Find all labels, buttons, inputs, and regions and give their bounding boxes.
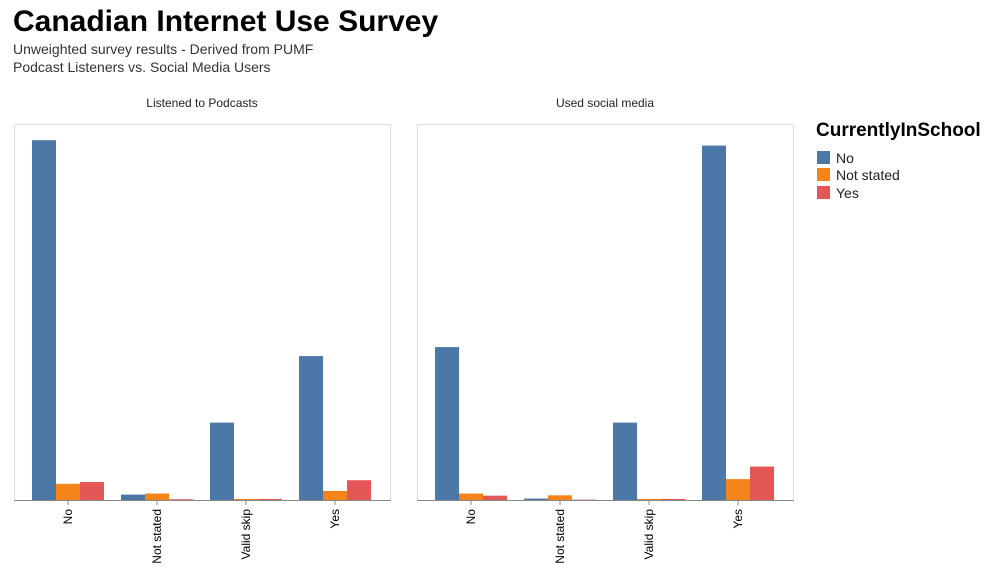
x-tick-label-0-1: Not stated — [150, 509, 164, 564]
chart-subtitle-line1: Unweighted survey results - Derived from… — [13, 41, 314, 57]
bar-0-2-1 — [234, 498, 258, 500]
bar-1-1-1 — [548, 495, 572, 500]
bar-0-3-0 — [299, 356, 323, 500]
x-tick-label-0-0: No — [61, 509, 75, 525]
bar-1-0-0 — [435, 347, 459, 500]
panel-frame-0 — [14, 124, 391, 501]
panel-title-podcasts: Listened to Podcasts — [146, 96, 258, 110]
legend-label-no: No — [836, 149, 854, 166]
x-tick-label-1-1: Not stated — [553, 509, 567, 564]
chart-title: Canadian Internet Use Survey — [13, 5, 439, 38]
legend-title: CurrentlyInSchool — [816, 120, 981, 141]
bar-1-3-0 — [702, 145, 726, 501]
legend-swatch-no — [817, 151, 830, 164]
bar-0-0-1 — [56, 483, 80, 500]
bar-0-1-2 — [169, 499, 193, 500]
chart-subtitle-line2: Podcast Listeners vs. Social Media Users — [13, 59, 271, 75]
bar-1-2-1 — [637, 498, 661, 500]
legend-label-not-stated: Not stated — [836, 166, 900, 183]
bar-0-2-2 — [258, 498, 282, 500]
bar-1-0-1 — [459, 493, 483, 500]
legend-label-yes: Yes — [836, 184, 859, 201]
bar-1-2-2 — [661, 498, 685, 500]
panel-title-social-media: Used social media — [555, 96, 655, 110]
x-tick-label-1-0: No — [464, 509, 478, 525]
bar-0-0-0 — [32, 140, 56, 500]
legend-item-not-stated[interactable]: Not stated — [817, 166, 900, 183]
x-tick-label-0-3: Yes — [328, 509, 342, 529]
legend-swatch-yes — [817, 186, 830, 199]
bar-0-1-1 — [145, 493, 169, 500]
x-tick-label-0-2: Valid skip — [239, 509, 253, 560]
panel-frame-1 — [417, 124, 794, 501]
legend-item-no[interactable]: No — [817, 149, 854, 166]
legend-item-yes[interactable]: Yes — [817, 184, 859, 201]
bar-1-2-0 — [613, 422, 637, 500]
bar-1-3-2 — [750, 466, 774, 500]
bar-1-1-0 — [524, 498, 548, 500]
bar-1-0-2 — [483, 495, 507, 500]
bar-0-2-0 — [210, 422, 234, 500]
bar-0-1-0 — [121, 494, 145, 500]
bar-0-3-2 — [347, 480, 371, 500]
bar-1-3-1 — [726, 479, 750, 500]
bar-0-0-2 — [80, 482, 104, 500]
legend-swatch-not-stated — [817, 168, 830, 181]
x-tick-label-1-3: Yes — [731, 509, 745, 529]
x-tick-label-1-2: Valid skip — [642, 509, 656, 560]
bar-0-3-1 — [323, 491, 347, 500]
